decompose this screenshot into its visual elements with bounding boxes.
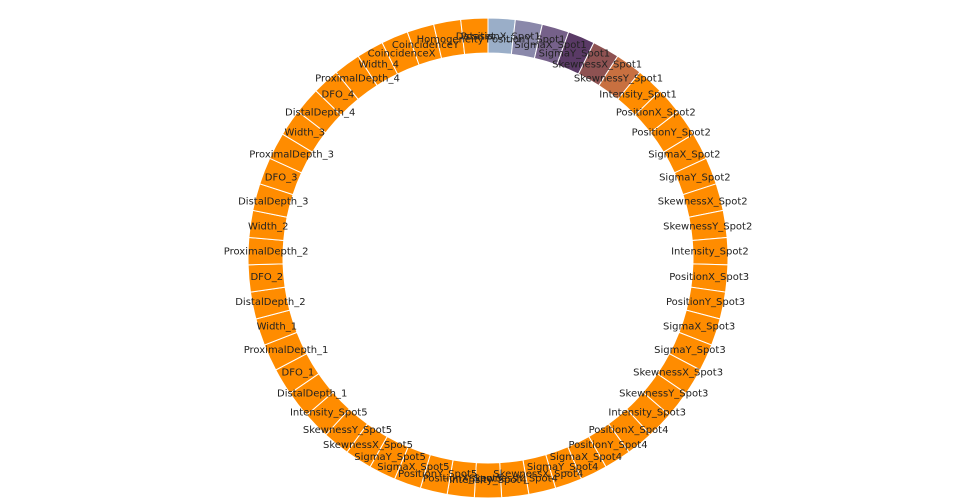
slice-label: PositionY_Spot1 xyxy=(486,34,565,45)
slice-label: Width_3 xyxy=(285,128,325,139)
slice-label: SkewnessY_Spot5 xyxy=(303,425,392,436)
slice-label: DistalDepth_2 xyxy=(235,297,305,308)
slice-label: Width_2 xyxy=(248,221,288,232)
slice-label: SigmaY_Spot1 xyxy=(539,49,611,60)
slice-label: SkewnessY_Spot2 xyxy=(663,221,752,232)
slice-label: SkewnessX_Spot1 xyxy=(552,60,642,71)
slice-label: Width_1 xyxy=(257,322,297,333)
slice-label: Intensity_Spot1 xyxy=(599,89,677,100)
slice-label: PositionY_Spot4 xyxy=(568,440,647,451)
slice-label: Width_4 xyxy=(359,60,399,71)
slice xyxy=(460,17,489,55)
slice-label: Homogeneity xyxy=(417,34,484,45)
slice-label: SkewnessX_Spot2 xyxy=(658,197,748,208)
slice-label: ProximalDepth_1 xyxy=(244,345,329,356)
slice-label: CoincidenceX xyxy=(368,49,436,60)
slice-label: DistalDepth_4 xyxy=(285,108,355,119)
slice-label: SkewnessX_Spot5 xyxy=(323,440,413,451)
slice-label: PositionY_Spot5 xyxy=(398,469,477,480)
slice-label: DFO_4 xyxy=(322,89,355,100)
slice-label: SigmaX_Spot3 xyxy=(663,322,735,333)
slice-label: SkewnessY_Spot3 xyxy=(619,389,708,400)
slice-label: SkewnessX_Spot4 xyxy=(493,469,583,480)
slice-label: Intensity_Spot3 xyxy=(608,408,686,419)
slice-label: ProximalDepth_4 xyxy=(315,73,400,84)
slice-label: SigmaY_Spot2 xyxy=(659,172,731,183)
slice-label: PositionX_Spot4 xyxy=(589,425,669,436)
slice-label: CoincidenceY xyxy=(392,40,460,51)
slice-label: SkewnessY_Spot1 xyxy=(574,73,663,84)
slice-label: PositionY_Spot2 xyxy=(632,128,711,139)
slice-label: DFO_3 xyxy=(265,172,298,183)
slice-label: DFO_1 xyxy=(282,368,315,379)
slice-label: PositionX_Spot1 xyxy=(461,31,541,42)
slice-label: DistalDepth_1 xyxy=(277,389,347,400)
slice-label: SigmaY_Spot3 xyxy=(654,345,726,356)
slice-label: Dataset xyxy=(456,31,495,42)
slice-label: SigmaY_Spot5 xyxy=(354,452,426,463)
labels: PositionX_Spot1PositionY_Spot1SigmaX_Spo… xyxy=(224,31,753,486)
slice-label: SigmaX_Spot5 xyxy=(377,462,449,473)
slice-label: ProximalDepth_3 xyxy=(249,149,334,160)
slice-label: DFO_2 xyxy=(250,272,283,283)
slice-label: DistalDepth_3 xyxy=(238,197,308,208)
slice-label: SigmaY_Spot4 xyxy=(527,462,599,473)
slices xyxy=(247,17,729,499)
slice-label: ProximalDepth_2 xyxy=(224,247,309,258)
slice-label: Intensity_Spot4 xyxy=(449,475,527,486)
slice-label: SigmaX_Spot4 xyxy=(550,452,622,463)
slice-label: PositionX_Spot5 xyxy=(423,474,503,485)
slice-label: SigmaX_Spot2 xyxy=(648,149,720,160)
slice-label: PositionX_Spot2 xyxy=(616,108,696,119)
slice-label: SkewnessX_Spot3 xyxy=(633,368,723,379)
slice-label: Intensity_Spot2 xyxy=(671,247,749,258)
slice-label: SigmaX_Spot1 xyxy=(514,40,586,51)
slice-label: PositionX_Spot3 xyxy=(669,272,749,283)
slice-label: PositionY_Spot3 xyxy=(666,297,745,308)
slice-label: SkewnessY_Spot4 xyxy=(469,474,558,485)
slice-label: Intensity_Spot5 xyxy=(290,408,368,419)
